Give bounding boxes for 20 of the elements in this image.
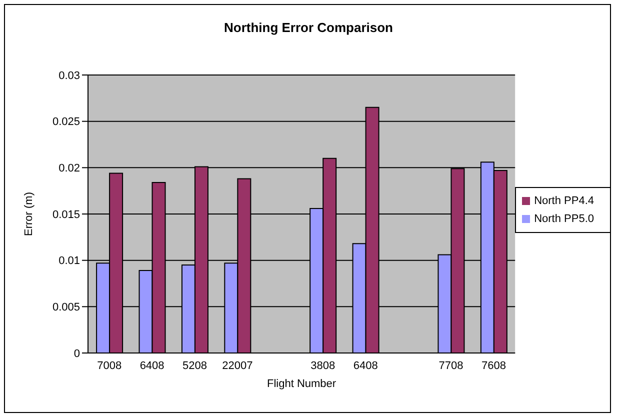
y-tick-label: 0.015 — [52, 208, 80, 221]
y-tick-label: 0.03 — [58, 70, 80, 82]
chart-title: Northing Error Comparison — [222, 20, 394, 35]
x-tick-label: 3808 — [310, 360, 336, 372]
x-tick-label: 7708 — [438, 360, 464, 372]
x-tick-label: 7608 — [481, 360, 506, 372]
legend-label: North PP5.0 — [534, 212, 594, 224]
y-tick-label: 0 — [74, 348, 80, 360]
y-axis-title: Error (m) — [22, 192, 35, 236]
x-tick-label: 6408 — [140, 360, 164, 372]
x-tick-label: 5208 — [182, 360, 208, 372]
y-tick-label: 0.025 — [52, 116, 80, 128]
x-axis-title: Flight Number — [267, 378, 336, 390]
y-tick-label: 0.005 — [52, 302, 80, 314]
x-tick-label: 7008 — [97, 360, 122, 372]
x-tick-label: 22007 — [222, 360, 253, 372]
x-tick-label: 6408 — [353, 360, 378, 372]
y-tick-label: 0.02 — [58, 162, 80, 175]
legend-label: North PP4.4 — [534, 194, 594, 206]
y-tick-label: 0.01 — [58, 255, 80, 268]
